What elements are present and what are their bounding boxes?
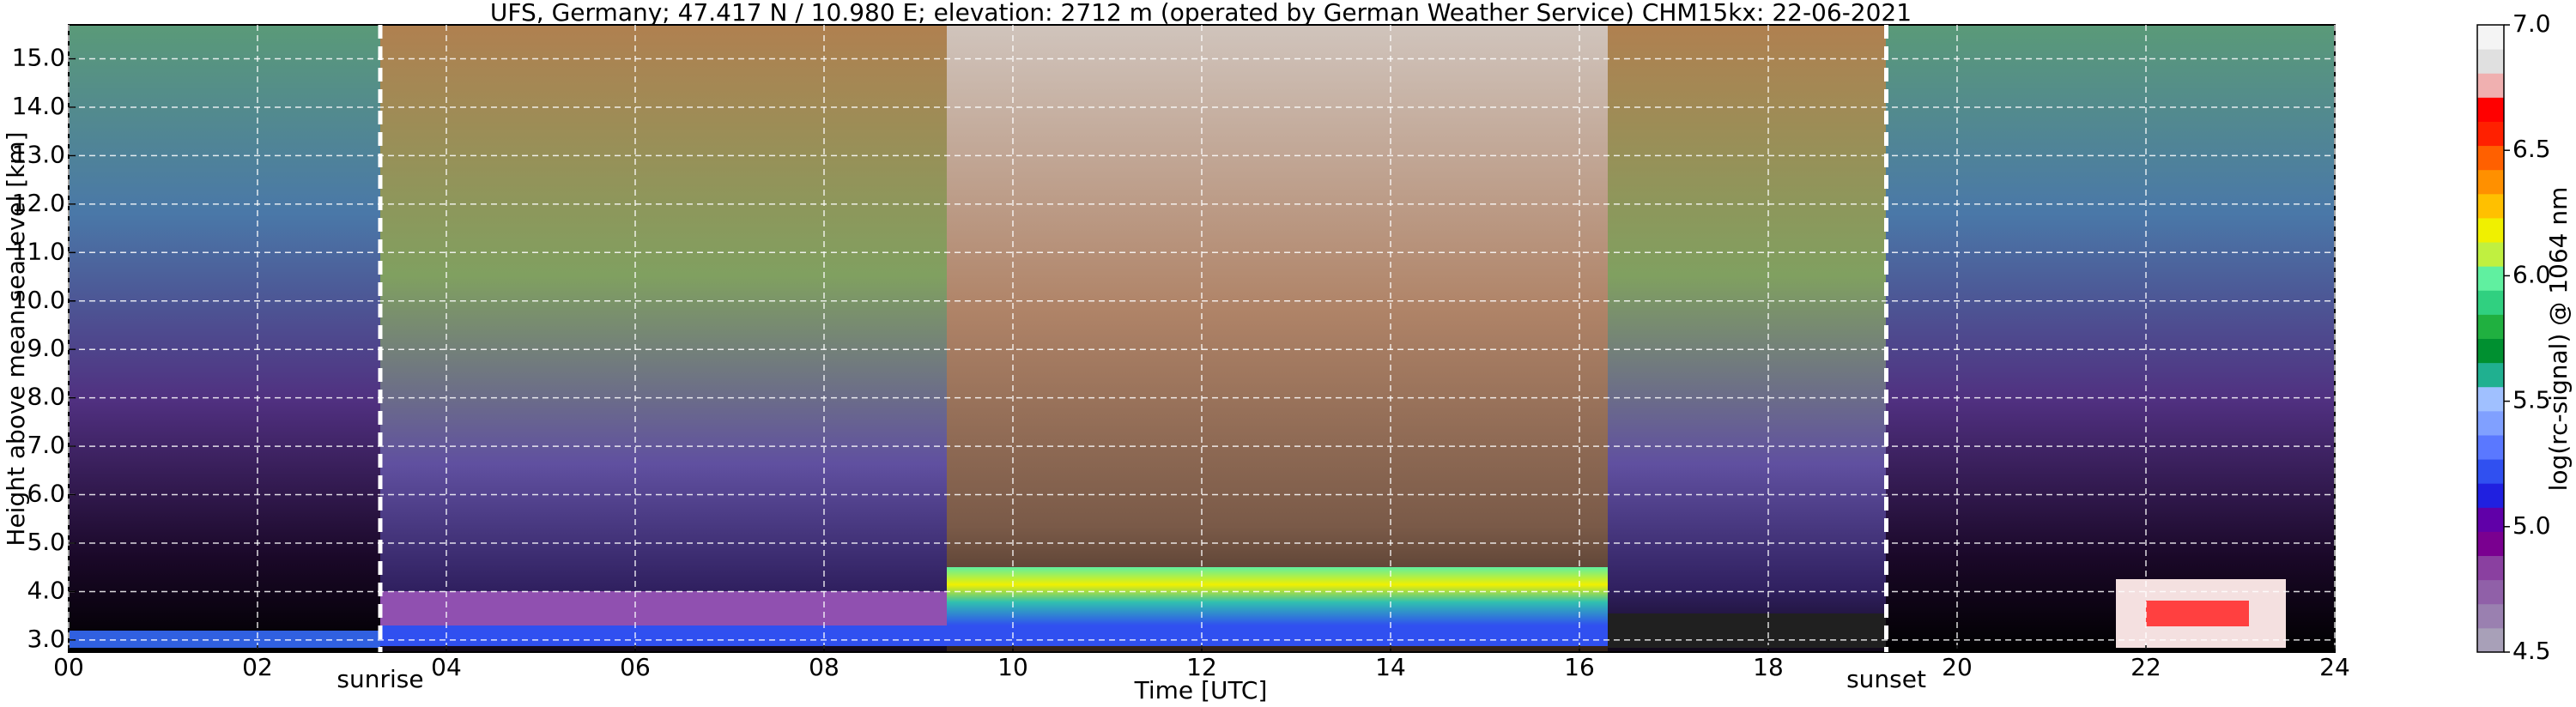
x-axis-label: Time [UTC]	[1134, 676, 1268, 704]
y-tick-label: 9.0	[27, 334, 65, 362]
x-tick-label: 20	[1942, 653, 1973, 681]
colorbar-swatch	[2477, 193, 2504, 219]
colorbar-frame	[2476, 24, 2505, 653]
y-tick-label: 13.0	[12, 140, 65, 168]
colorbar-swatch	[2477, 627, 2504, 653]
x-tick-label: 04	[431, 653, 462, 681]
colorbar-swatch	[2477, 434, 2504, 460]
y-tick-label: 4.0	[27, 576, 65, 604]
y-tick-label: 12.0	[12, 189, 65, 217]
colorbar-tick-label: 4.5	[2512, 637, 2551, 665]
x-tick-label: 22	[2131, 653, 2161, 681]
colorbar-swatch	[2477, 338, 2504, 364]
y-tick-label: 5.0	[27, 528, 65, 556]
colorbar-swatch	[2477, 555, 2504, 581]
x-tick-label: 06	[620, 653, 651, 681]
colorbar-swatch	[2477, 217, 2504, 243]
colorbar-swatch	[2477, 507, 2504, 532]
x-tick-label: 12	[1186, 653, 1217, 681]
y-tick-label: 7.0	[27, 431, 65, 459]
colorbar-swatch	[2477, 483, 2504, 508]
colorbar-swatch	[2477, 410, 2504, 436]
colorbar-swatch	[2477, 314, 2504, 339]
chart-title: UFS, Germany; 47.417 N / 10.980 E; eleva…	[490, 0, 1912, 27]
colorbar-tick-label: 6.0	[2512, 260, 2551, 288]
colorbar-swatch	[2477, 386, 2504, 412]
colorbar-label: log(rc-signal) @ 1064 nm	[2544, 187, 2573, 492]
colorbar-tick-label: 6.5	[2512, 135, 2551, 163]
x-tick-label: 02	[242, 653, 273, 681]
annotation-label: sunrise	[336, 665, 423, 693]
colorbar-swatch	[2477, 145, 2504, 171]
colorbar-swatch	[2477, 459, 2504, 484]
y-tick-label: 11.0	[12, 237, 65, 265]
x-tick-label: 10	[997, 653, 1028, 681]
x-tick-label: 08	[809, 653, 839, 681]
y-axis-label: Height above mean sea level [km]	[2, 131, 30, 546]
colorbar-swatch	[2477, 531, 2504, 557]
colorbar-swatch	[2477, 362, 2504, 388]
x-tick-label: 24	[2319, 653, 2350, 681]
colorbar-swatch	[2477, 121, 2504, 147]
y-tick-label: 14.0	[12, 92, 65, 120]
colorbar-swatch	[2477, 242, 2504, 267]
colorbar-swatch	[2477, 169, 2504, 195]
colorbar-tick-label: 5.5	[2512, 386, 2551, 414]
x-tick-label: 14	[1375, 653, 1406, 681]
colorbar-swatch	[2477, 25, 2504, 50]
colorbar-tick-label: 7.0	[2512, 9, 2551, 38]
colorbar-swatch	[2477, 603, 2504, 629]
annotation-label: sunset	[1846, 665, 1926, 693]
colorbar-swatch	[2477, 97, 2504, 122]
y-tick-label: 3.0	[27, 625, 65, 653]
y-tick-label: 15.0	[12, 44, 65, 72]
colorbar-tick-label: 5.0	[2512, 511, 2551, 540]
y-tick-label: 10.0	[12, 286, 65, 314]
colorbar-swatch	[2477, 290, 2504, 315]
x-tick-label: 18	[1753, 653, 1784, 681]
colorbar-swatch	[2477, 266, 2504, 291]
x-tick-label: 16	[1564, 653, 1595, 681]
x-tick-label: 00	[53, 653, 84, 681]
colorbar-swatch	[2477, 49, 2504, 74]
y-tick-label: 8.0	[27, 383, 65, 411]
colorbar-swatch	[2477, 579, 2504, 605]
colorbar-swatch	[2477, 73, 2504, 98]
y-tick-label: 6.0	[27, 480, 65, 508]
